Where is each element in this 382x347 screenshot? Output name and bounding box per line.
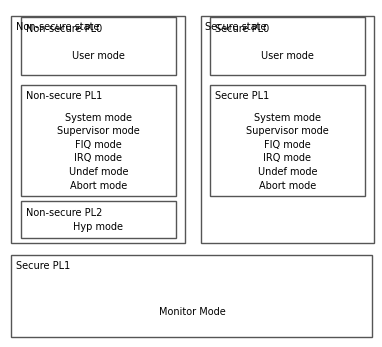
Bar <box>210 17 365 75</box>
Text: User mode: User mode <box>261 51 314 61</box>
Bar <box>21 85 176 196</box>
Text: Secure PL1: Secure PL1 <box>215 91 269 101</box>
Text: System mode
Supervisor mode
FIQ mode
IRQ mode
Undef mode
Abort mode: System mode Supervisor mode FIQ mode IRQ… <box>57 113 140 191</box>
Text: User mode: User mode <box>72 51 125 61</box>
Bar <box>201 16 374 243</box>
Text: Non-secure PL0: Non-secure PL0 <box>26 24 102 34</box>
Text: Monitor Mode: Monitor Mode <box>159 307 225 317</box>
Bar <box>11 255 372 337</box>
Text: Secure PL0: Secure PL0 <box>215 24 269 34</box>
Text: Non-secure PL1: Non-secure PL1 <box>26 91 102 101</box>
Bar <box>11 16 185 243</box>
Text: Non-secure PL2: Non-secure PL2 <box>26 208 102 218</box>
Text: Secure state: Secure state <box>205 22 267 32</box>
Bar <box>210 85 365 196</box>
Text: Non-secure state: Non-secure state <box>16 22 100 32</box>
Text: Hyp mode: Hyp mode <box>73 222 123 232</box>
Text: System mode
Supervisor mode
FIQ mode
IRQ mode
Undef mode
Abort mode: System mode Supervisor mode FIQ mode IRQ… <box>246 113 329 191</box>
Text: Secure PL1: Secure PL1 <box>16 261 70 271</box>
Bar <box>21 17 176 75</box>
Bar <box>21 201 176 238</box>
